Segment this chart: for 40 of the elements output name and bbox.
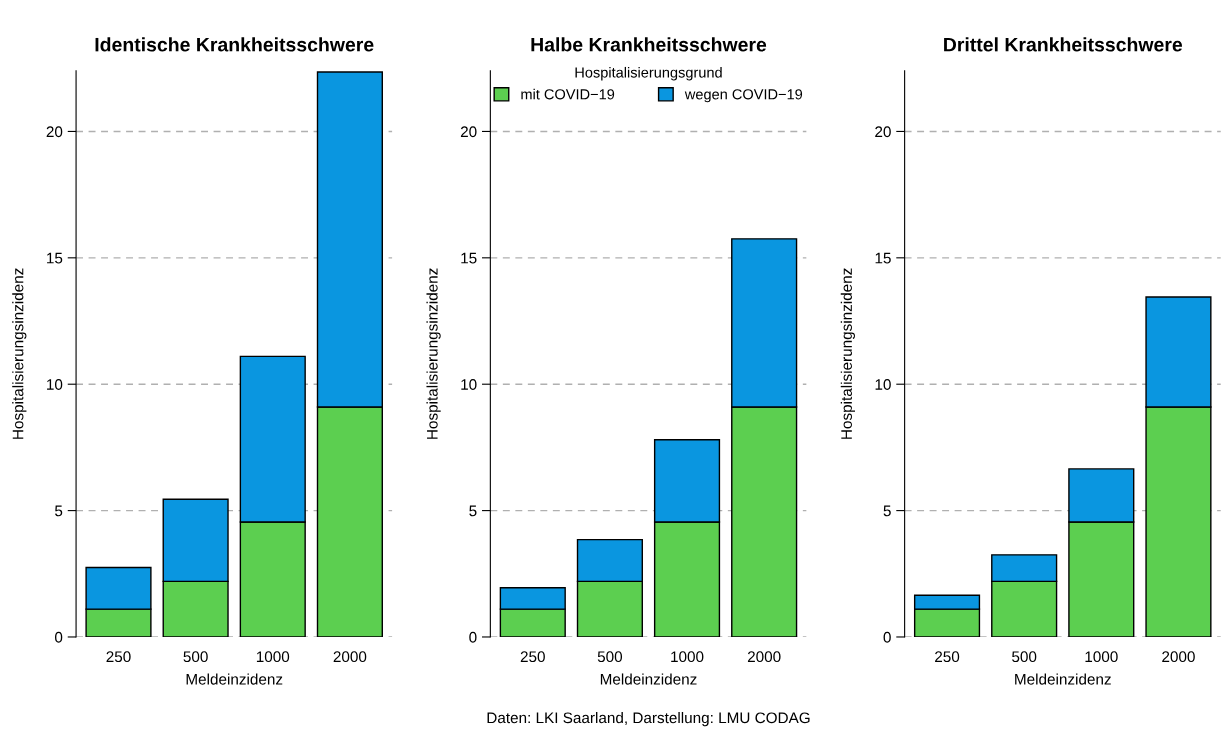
x-tick-label: 500	[597, 651, 623, 663]
y-axis-title: Hospitalisierungsinzidenz	[12, 268, 27, 439]
y-axis-title: Hospitalisierungsinzidenz	[840, 268, 855, 439]
y-tick-label: 15	[47, 252, 63, 264]
x-axis-title: Meldeinzidenz	[186, 673, 283, 685]
y-tick-label: 20	[46, 126, 63, 138]
text: Daten: LKI Saarland, Darstellung: LMU CODAG	[487, 711, 810, 727]
y-tick-label: 0	[469, 631, 477, 643]
y-tick-label: 5	[54, 505, 63, 517]
chart-title: Drittel Krankheitsschwere	[944, 37, 1183, 52]
x-tick-label: 250	[520, 651, 545, 663]
y-tick-label: 5	[883, 505, 891, 517]
y-tick-label: 10	[461, 379, 477, 390]
x-tick-label: 500	[1012, 651, 1037, 663]
y-tick-label: 5	[469, 505, 477, 517]
x-tick-label: 2000	[1162, 651, 1195, 663]
legend-label: mit COVID−19	[521, 88, 615, 100]
y-tick-label: 15	[461, 252, 477, 264]
y-tick-label: 20	[460, 126, 477, 138]
legend-title: Hospitalisierungsgrund	[575, 66, 722, 81]
x-axis-title: Meldeinzidenz	[1015, 673, 1111, 685]
x-tick-label: 2000	[747, 651, 781, 663]
chart-title: Identische Krankheitsschwere	[95, 37, 374, 52]
y-tick-label: 20	[875, 126, 891, 138]
x-tick-label: 250	[106, 651, 131, 663]
y-axis-title: Hospitalisierungsinzidenz	[426, 268, 441, 439]
x-axis-title: Meldeinzidenz	[600, 673, 697, 685]
y-tick-label: 0	[883, 631, 891, 643]
x-tick-label: 500	[183, 651, 208, 663]
x-tick-label: 1000	[671, 651, 704, 663]
legend-label: wegen COVID−19	[684, 89, 803, 103]
chart-title: Halbe Krankheitsschwere	[531, 37, 767, 52]
x-tick-label: 1000	[1085, 651, 1118, 663]
y-tick-label: 10	[47, 379, 63, 390]
y-tick-label: 0	[54, 631, 63, 643]
x-tick-label: 1000	[256, 651, 290, 663]
x-tick-label: 2000	[333, 651, 367, 663]
y-tick-label: 15	[875, 252, 891, 264]
x-tick-label: 250	[935, 651, 960, 663]
y-tick-label: 10	[875, 379, 891, 390]
